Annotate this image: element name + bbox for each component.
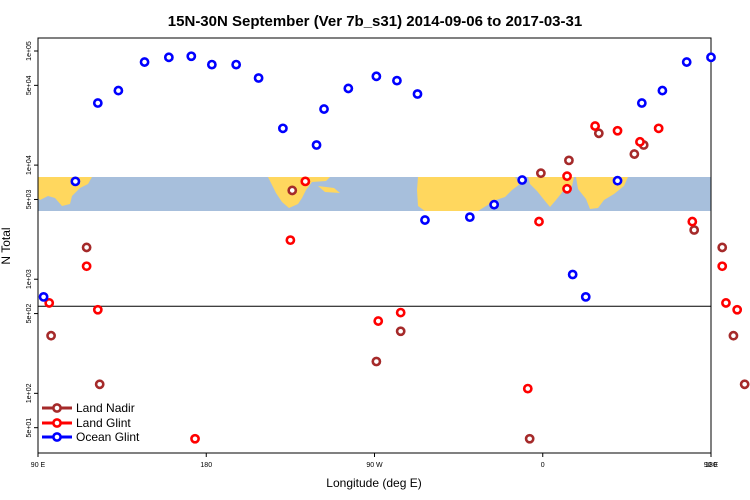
data-point-land-nadir: [371, 356, 382, 367]
data-point-land-nadir: [287, 185, 298, 196]
data-point-land-glint: [285, 235, 296, 246]
data-point-land-glint: [395, 307, 406, 318]
data-point-ocean-glint: [580, 291, 591, 302]
data-point-land-glint: [92, 304, 103, 315]
map-land-india: [528, 177, 574, 207]
data-point-land-glint: [373, 316, 384, 326]
data-point-land-glint: [522, 383, 533, 394]
legend-label-land-glint: Land Glint: [76, 416, 131, 430]
data-point-ocean-glint: [70, 176, 81, 187]
map-land-mexico: [268, 177, 330, 208]
data-point-land-nadir: [717, 242, 728, 253]
x-tick-label: 180: [705, 462, 717, 469]
data-point-ocean-glint: [163, 52, 174, 63]
data-point-ocean-glint: [681, 57, 692, 67]
data-point-ocean-glint: [464, 212, 475, 223]
x-tick-label: 0: [541, 462, 545, 469]
data-point-land-nadir: [46, 330, 56, 341]
data-point-land-glint: [534, 216, 544, 227]
data-point-land-nadir: [94, 379, 105, 390]
y-tick-label: 5e+02: [26, 304, 33, 324]
data-point-ocean-glint: [567, 269, 578, 280]
y-tick-label: 5e+03: [26, 190, 33, 210]
data-point-ocean-glint: [206, 59, 217, 70]
data-point-ocean-glint: [277, 123, 288, 134]
data-point-ocean-glint: [420, 215, 430, 225]
x-tick-label: 90 E: [31, 462, 46, 469]
y-tick-label: 1e+05: [26, 41, 33, 61]
data-point-land-nadir: [535, 168, 546, 179]
map-land-cuba: [318, 186, 340, 193]
chart-title: 15N-30N September (Ver 7b_s31) 2014-09-0…: [168, 13, 582, 30]
x-tick-label: 90 E: [704, 462, 719, 469]
data-point-ocean-glint: [139, 57, 150, 67]
data-point-ocean-glint: [343, 83, 354, 94]
legend-marker-land-nadir: [52, 403, 62, 413]
data-point-land-glint: [732, 304, 743, 315]
data-point-land-nadir: [395, 326, 406, 337]
data-point-land-nadir: [689, 225, 700, 235]
y-tick-label: 5e+04: [26, 75, 33, 95]
data-point-land-nadir: [524, 433, 535, 444]
data-point-ocean-glint: [253, 73, 264, 83]
data-point-ocean-glint: [392, 75, 402, 86]
data-point-ocean-glint: [38, 291, 49, 302]
data-point-land-glint: [721, 298, 731, 308]
data-point-land-glint: [81, 261, 92, 272]
data-point-ocean-glint: [517, 175, 528, 185]
x-tick-label: 180: [200, 462, 212, 469]
data-point-land-glint: [612, 125, 623, 136]
legend-label-ocean-glint: Ocean Glint: [76, 430, 140, 444]
data-point-land-nadir: [81, 242, 92, 253]
legend: Land Nadir Land Glint Ocean Glint: [42, 401, 140, 444]
data-point-ocean-glint: [489, 199, 500, 210]
y-tick-label: 1e+04: [26, 155, 33, 175]
plot-frame: [37, 37, 712, 454]
data-point-land-glint: [653, 123, 664, 134]
data-point-land-glint: [635, 136, 645, 147]
legend-marker-ocean-glint: [52, 432, 62, 442]
data-point-land-glint: [717, 261, 728, 272]
legend-label-land-nadir: Land Nadir: [76, 401, 135, 415]
data-point-land-nadir: [593, 128, 604, 139]
y-tick-label: 1e+03: [26, 269, 33, 289]
x-tick-label: 90 W: [366, 462, 383, 469]
data-point-land-glint: [687, 216, 698, 227]
data-point-land-nadir: [564, 155, 574, 166]
data-point-ocean-glint: [706, 52, 716, 63]
x-axis-label: Longitude (deg E): [326, 476, 421, 490]
data-point-land-glint: [190, 433, 200, 444]
map-land-africa-arabia: [417, 177, 520, 211]
world-map-band: [38, 177, 711, 211]
data-point-land-glint: [590, 121, 600, 131]
data-point-ocean-glint: [113, 85, 124, 96]
map-land-indochina: [576, 177, 628, 209]
data-point-land-glint: [562, 171, 572, 182]
data-point-land-glint: [44, 298, 55, 308]
y-tick-label: 1e+02: [26, 383, 33, 403]
data-point-ocean-glint: [412, 89, 423, 99]
data-point-ocean-glint: [612, 175, 623, 186]
data-point-ocean-glint: [92, 98, 103, 108]
data-point-ocean-glint: [319, 104, 329, 114]
data-point-ocean-glint: [636, 98, 647, 108]
data-point-ocean-glint: [371, 71, 382, 82]
data-point-ocean-glint: [231, 59, 242, 70]
data-point-land-nadir: [728, 330, 739, 341]
data-point-ocean-glint: [311, 140, 322, 150]
data-point-land-nadir: [739, 379, 750, 390]
y-axis-label: N Total: [0, 227, 13, 264]
data-point-ocean-glint: [657, 85, 668, 96]
plot-area: 90 E 180 90 W 0 90 E1805e+011e+025e+021e+035…: [26, 37, 750, 469]
legend-marker-land-glint: [52, 418, 62, 428]
data-point-land-glint: [562, 183, 572, 194]
data-point-land-nadir: [629, 149, 640, 159]
data-point-ocean-glint: [186, 51, 197, 62]
y-tick-label: 5e+01: [26, 418, 33, 438]
data-point-land-glint: [300, 176, 311, 187]
